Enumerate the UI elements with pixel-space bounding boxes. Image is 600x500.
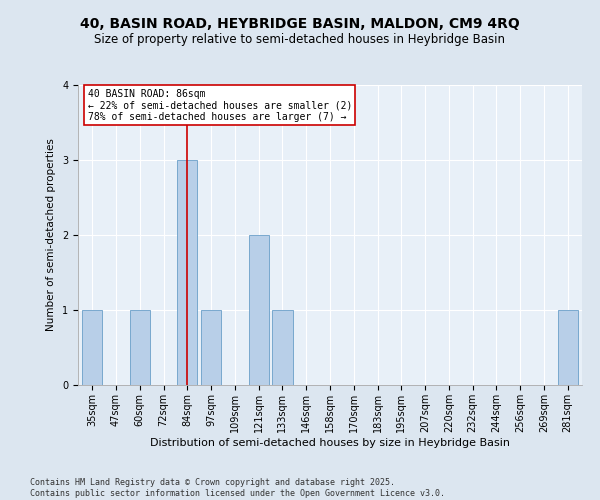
Bar	[557, 310, 578, 385]
Bar	[82, 310, 103, 385]
Text: 40, BASIN ROAD, HEYBRIDGE BASIN, MALDON, CM9 4RQ: 40, BASIN ROAD, HEYBRIDGE BASIN, MALDON,…	[80, 18, 520, 32]
Bar	[177, 160, 197, 385]
Text: Size of property relative to semi-detached houses in Heybridge Basin: Size of property relative to semi-detach…	[95, 32, 505, 46]
Bar	[201, 310, 221, 385]
X-axis label: Distribution of semi-detached houses by size in Heybridge Basin: Distribution of semi-detached houses by …	[150, 438, 510, 448]
Text: Contains HM Land Registry data © Crown copyright and database right 2025.
Contai: Contains HM Land Registry data © Crown c…	[30, 478, 445, 498]
Y-axis label: Number of semi-detached properties: Number of semi-detached properties	[46, 138, 56, 332]
Text: 40 BASIN ROAD: 86sqm
← 22% of semi-detached houses are smaller (2)
78% of semi-d: 40 BASIN ROAD: 86sqm ← 22% of semi-detac…	[88, 89, 352, 122]
Bar	[272, 310, 293, 385]
Bar	[248, 235, 269, 385]
Bar	[130, 310, 150, 385]
